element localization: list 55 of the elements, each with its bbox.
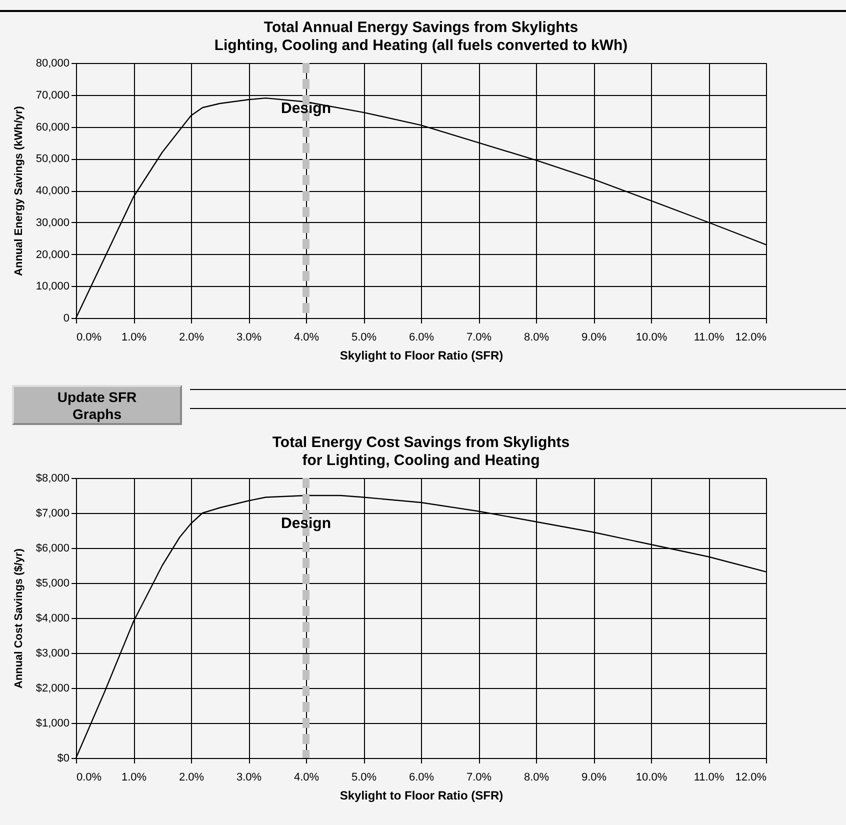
y-tick-label: 30,000 [36, 216, 70, 229]
chart-title: Total Annual Energy Savings from Skylights [264, 19, 578, 36]
y-tick-label: 60,000 [36, 121, 70, 134]
y-tick-label: $3,000 [36, 648, 70, 660]
y-tick-label: 10,000 [36, 280, 70, 293]
x-tick-label: 0.0% [76, 332, 102, 344]
x-tick-label: 9.0% [581, 332, 607, 344]
x-tick-label: 1.0% [121, 772, 147, 784]
y-tick-label: 50,000 [36, 153, 70, 166]
x-tick-label: 4.0% [294, 772, 320, 784]
x-tick-label: 2.0% [178, 332, 204, 344]
x-tick-label: 11.0% [694, 772, 724, 784]
y-tick-label: $0 [57, 752, 70, 764]
x-tick-label: 7.0% [466, 332, 492, 344]
x-tick-label: 10.0% [636, 772, 668, 784]
x-tick-label: 6.0% [408, 332, 434, 344]
x-tick-label: 12.0% [735, 332, 767, 344]
y-axis-title: Annual Cost Savings ($/yr) [12, 548, 25, 688]
x-tick-label: 1.0% [121, 332, 147, 344]
x-axis-title: Skylight to Floor Ratio (SFR) [340, 788, 504, 802]
update-button: Update SFR Graphs [12, 385, 182, 425]
x-tick-label: 2.0% [178, 772, 204, 784]
ref-line-label: Design [280, 100, 332, 117]
x-tick-label: 0.0% [76, 772, 102, 784]
x-tick-label: 9.0% [581, 772, 607, 784]
x-tick-label: 5.0% [351, 772, 377, 784]
y-tick-label: 0 [63, 312, 70, 324]
y-axis-title: Annual Energy Savings (kWh/yr) [12, 106, 25, 276]
y-tick-label: $4,000 [36, 612, 70, 624]
x-tick-label: 3.0% [236, 772, 262, 784]
x-tick-label: 11.0% [694, 332, 724, 344]
chart-title: Total Energy Cost Savings from Skylights [272, 434, 570, 451]
x-tick-label: 3.0% [236, 332, 262, 344]
x-tick-label: 6.0% [408, 772, 434, 784]
y-tick-label: $5,000 [36, 578, 70, 590]
x-tick-label: 7.0% [466, 772, 492, 784]
x-tick-label: 12.0% [735, 772, 767, 784]
y-tick-label: $2,000 [36, 682, 70, 694]
y-tick-label: 20,000 [36, 248, 70, 261]
y-tick-label: $6,000 [36, 542, 70, 554]
y-tick-label: $1,000 [36, 718, 70, 730]
y-tick-label: $7,000 [36, 508, 70, 520]
x-tick-label: 5.0% [351, 332, 377, 344]
chart-subtitle: Lighting, Cooling and Heating (all fuels converted to kWh) [214, 37, 628, 54]
x-tick-label: 8.0% [524, 332, 550, 344]
y-tick-label: $8,000 [36, 472, 70, 484]
x-tick-label: 10.0% [636, 332, 668, 344]
x-tick-label: 8.0% [524, 772, 550, 784]
y-tick-label: 70,000 [36, 89, 70, 102]
x-axis-title: Skylight to Floor Ratio (SFR) [340, 348, 504, 362]
y-tick-label: 80,000 [36, 58, 70, 70]
y-tick-label: 40,000 [36, 185, 70, 197]
ref-line-label: Design [280, 515, 332, 532]
chart-subtitle: for Lighting, Cooling and Heating [302, 452, 540, 469]
x-tick-label: 4.0% [294, 332, 320, 344]
